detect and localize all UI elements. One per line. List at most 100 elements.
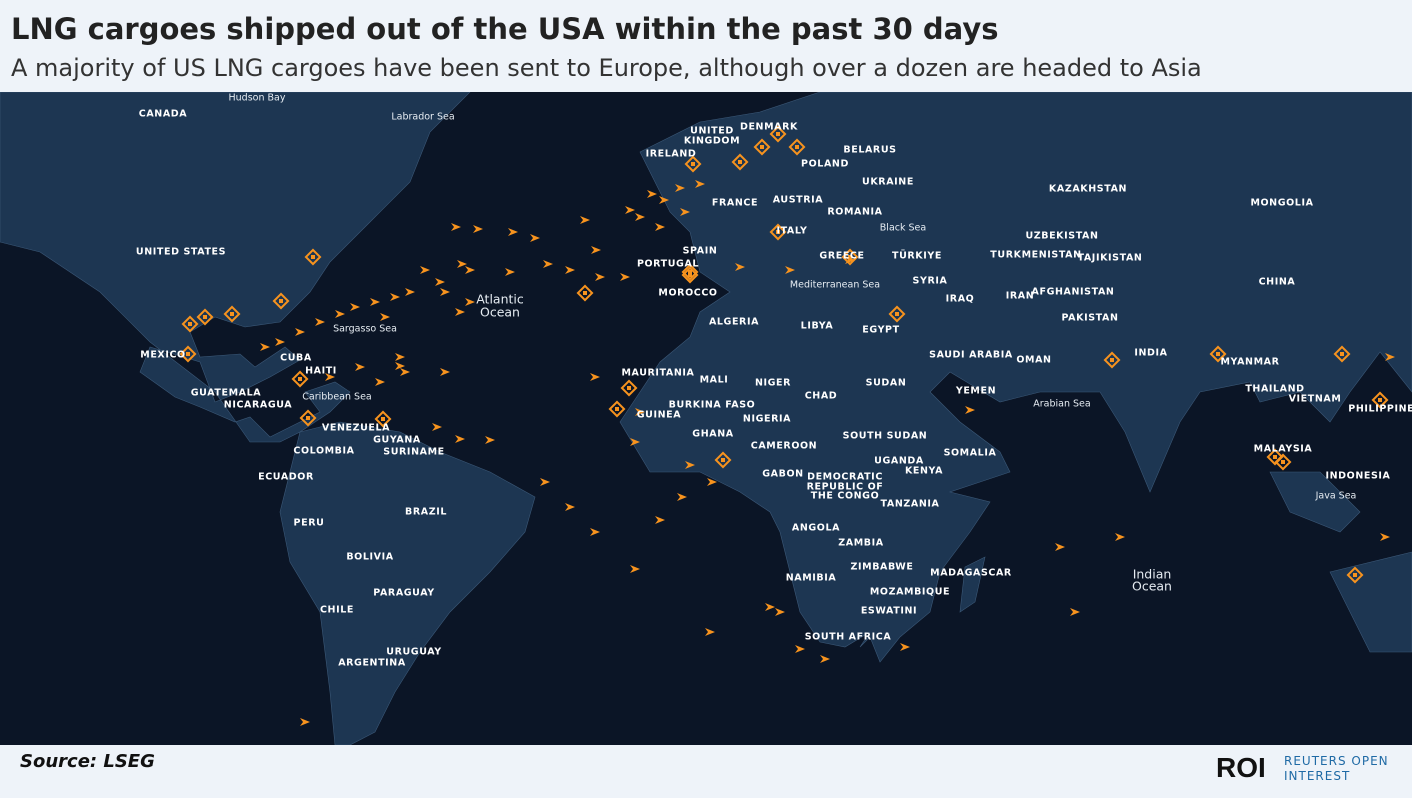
country-label: CHINA [1259, 277, 1296, 288]
ship-marker [457, 260, 467, 268]
country-label: SPAIN [683, 246, 718, 257]
sea-label: Arabian Sea [1033, 399, 1090, 410]
country-label: POLAND [801, 159, 849, 170]
country-label: GHANA [692, 429, 733, 440]
country-label: LIBYA [801, 321, 834, 332]
ship-marker [775, 608, 785, 616]
country-label: UNITED [690, 126, 734, 137]
lng-cargo-marker [1346, 566, 1364, 584]
ship-marker [440, 368, 450, 376]
ship-marker [505, 268, 515, 276]
lng-cargo-marker [721, 458, 725, 462]
country-label: CAMEROON [751, 441, 818, 452]
lng-cargo-marker [583, 291, 587, 295]
ship-marker [591, 246, 601, 254]
ship-marker [630, 438, 640, 446]
country-label: MOROCCO [658, 288, 717, 299]
country-label: CHILE [320, 605, 354, 616]
country-label: NIGER [755, 378, 791, 389]
lng-cargo-marker [848, 255, 852, 259]
sea-label: Java Sea [1315, 491, 1357, 502]
ship-marker [325, 373, 335, 381]
country-label: INDONESIA [1325, 471, 1390, 482]
lng-cargo-marker [181, 315, 199, 333]
ship-marker [350, 303, 360, 311]
logo: ROI [1216, 752, 1266, 783]
lng-cargo-marker [681, 263, 699, 281]
ship-marker [659, 196, 669, 204]
land [0, 92, 1412, 745]
country-label: AUSTRIA [773, 195, 824, 206]
ship-marker [530, 234, 540, 242]
ship-marker [395, 362, 405, 370]
country-label: OMAN [1016, 355, 1051, 366]
lng-cargo-marker [615, 407, 619, 411]
country-label: SOUTH AFRICA [805, 632, 892, 643]
ship-marker [465, 298, 475, 306]
sea-label: Hudson Bay [229, 93, 286, 104]
country-label: ZIMBABWE [851, 562, 914, 573]
lng-cargo-marker [731, 153, 749, 171]
sea-label: Ocean [1132, 579, 1172, 594]
ship-marker [1380, 533, 1390, 541]
ship-marker [685, 461, 695, 469]
lng-cargo-marker [895, 312, 899, 316]
lng-cargo-marker [760, 145, 764, 149]
map: CANADA UNITED STATES MEXICO CUBA HAITI GUATEM… [0, 92, 1412, 745]
sea-label: Sargasso Sea [333, 324, 397, 335]
lng-cargo-marker [374, 410, 392, 428]
ship-marker [680, 208, 690, 216]
country-label: PORTUGAL [637, 259, 699, 270]
subtitle: A majority of US LNG cargoes have been s… [11, 54, 1202, 82]
country-label: SURINAME [383, 447, 444, 458]
ship-marker [625, 206, 635, 214]
country-label: THAILAND [1245, 384, 1304, 395]
ship-marker [1385, 353, 1395, 361]
lng-cargo-marker [1353, 573, 1357, 577]
country-label: ZAMBIA [838, 538, 883, 549]
ship-marker [300, 718, 310, 726]
country-label: UGANDA [874, 456, 924, 467]
lng-cargo-marker [1103, 351, 1121, 369]
country-label: NICARAGUA [224, 400, 292, 411]
country-label: IRELAND [646, 149, 697, 160]
lng-cargo-marker [1266, 448, 1284, 466]
lng-cargo-marker [1333, 345, 1351, 363]
lng-cargo-marker [769, 125, 787, 143]
lng-cargo-marker [1209, 345, 1227, 363]
ship-marker [580, 216, 590, 224]
lng-cargo-marker [841, 248, 859, 266]
country-label: CUBA [280, 353, 312, 364]
ship-marker [335, 310, 345, 318]
ship-marker [400, 368, 410, 376]
country-label: TANZANIA [881, 499, 940, 510]
country-label: MAURITANIA [621, 368, 694, 379]
lng-cargo-marker [196, 308, 214, 326]
ship-marker [647, 190, 657, 198]
lng-cargo-marker [304, 248, 322, 266]
country-label: TURKMENISTAN [990, 250, 1081, 261]
country-label: SAUDI ARABIA [929, 350, 1013, 361]
lng-cargo-marker [795, 145, 799, 149]
country-label: PERU [294, 518, 325, 529]
lng-cargo-marker [888, 305, 906, 323]
ship-marker [677, 493, 687, 501]
sea-label: Atlantic [476, 292, 524, 307]
title: LNG cargoes shipped out of the USA withi… [11, 12, 999, 46]
ship-marker [1070, 608, 1080, 616]
country-label: TÜRKIYE [892, 251, 942, 262]
lng-cargo-marker [776, 132, 780, 136]
lng-cargo-marker [279, 299, 283, 303]
country-label: VENEZUELA [322, 423, 390, 434]
country-label: CHAD [805, 391, 838, 402]
logo-text: INTEREST [1284, 769, 1351, 783]
country-label: MALAYSIA [1254, 444, 1313, 455]
ship-marker [695, 180, 705, 188]
ship-marker [275, 338, 285, 346]
lng-cargo-marker [684, 155, 702, 173]
country-label: MONGOLIA [1250, 198, 1313, 209]
country-label: BELARUS [843, 145, 896, 156]
lng-cargo-marker [688, 273, 692, 277]
country-label: UKRAINE [862, 177, 914, 188]
